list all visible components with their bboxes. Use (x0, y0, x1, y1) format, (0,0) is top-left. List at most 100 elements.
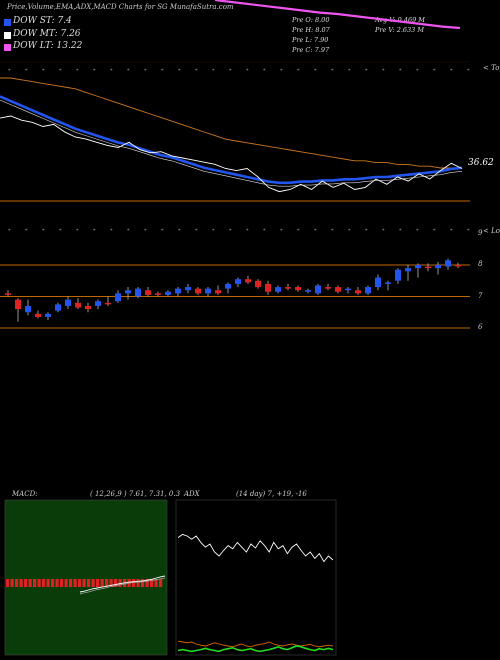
candle-body (425, 266, 431, 269)
candle-body (325, 287, 331, 289)
macd-histogram-bar (145, 579, 149, 587)
low-tick-mark: * (331, 228, 334, 234)
lows-tag: < Lows (483, 227, 500, 235)
macd-histogram-bar (55, 579, 59, 587)
candle-body (75, 302, 81, 308)
candle-body (95, 301, 101, 306)
top-tick-mark: * (93, 68, 96, 74)
low-tick-mark: * (348, 228, 351, 234)
low-tick-mark: * (161, 228, 164, 234)
top-tick-mark: * (450, 68, 453, 74)
quote-prev-open: Pre O: 8.00 (292, 16, 330, 24)
quote-prev-high: Pre H: 8.07 (292, 26, 330, 34)
ema-lt-line (214, 0, 461, 30)
macd-signal-line (79, 577, 166, 595)
macd-histogram-bar (114, 579, 118, 587)
low-tick-mark: * (59, 228, 62, 234)
candle-body (435, 265, 441, 269)
candle-body (315, 285, 321, 294)
candle-body (85, 305, 91, 310)
low-tick-mark: * (467, 228, 470, 234)
adx-params: (14 day) 7, +19, -16 (236, 490, 307, 498)
top-tick-mark: * (382, 68, 385, 74)
macd-histogram-bar (118, 579, 122, 587)
top-tick-mark: * (467, 68, 470, 74)
macd-histogram-bar (100, 579, 104, 587)
macd-histogram-bar (136, 579, 140, 587)
top-tick-mark: * (229, 68, 232, 74)
candle-body (15, 299, 21, 310)
macd-histogram-bar (28, 579, 32, 587)
candle-body (65, 299, 71, 306)
top-tick-mark: * (365, 68, 368, 74)
legend-swatch-st (4, 19, 11, 26)
candle-body (155, 293, 161, 295)
candle-body (285, 287, 291, 289)
macd-histogram-bar (96, 579, 100, 587)
top-tick-mark: * (331, 68, 334, 74)
top-tick-mark: * (42, 68, 45, 74)
candle-body (195, 288, 201, 294)
low-tick-mark: * (280, 228, 283, 234)
macd-histogram-bar (150, 579, 154, 587)
chart-header: Price,Volume,EMA,ADX,MACD Charts for SG … (7, 3, 234, 11)
quote-prev-volume: Pre V: 2.633 M (375, 26, 425, 34)
top-tick-mark: * (246, 68, 249, 74)
candle-body (335, 287, 341, 292)
low-tick-mark: * (178, 228, 181, 234)
candle-body (235, 279, 241, 284)
macd-histogram-bar (51, 579, 55, 587)
candle-body (5, 293, 11, 295)
macd-histogram-bar (15, 579, 19, 587)
macd-histogram-bar (69, 579, 73, 587)
macd-histogram-bar (60, 579, 64, 587)
macd-line (79, 575, 166, 593)
top-tick-mark: * (433, 68, 436, 74)
ema-brown-line (0, 77, 462, 169)
top-tick-mark: * (127, 68, 130, 74)
ema-mt-line (0, 99, 463, 187)
candle-body (265, 283, 271, 292)
tops-tag: < Tops (483, 64, 500, 72)
low-tick-mark: * (450, 228, 453, 234)
macd-histogram-bar (132, 579, 136, 587)
top-tick-mark: * (178, 68, 181, 74)
candle-body (55, 304, 61, 311)
macd-histogram-bar (87, 579, 91, 587)
candle-body (255, 280, 261, 288)
top-tick-mark: * (297, 68, 300, 74)
legend-dow-lt: DOW LT: 13.22 (13, 41, 83, 51)
low-tick-mark: * (110, 228, 113, 234)
top-tick-mark: * (76, 68, 79, 74)
low-tick-mark: * (93, 228, 96, 234)
candle-body (295, 287, 301, 291)
quote-prev-low: Pre L: 7.90 (292, 36, 329, 44)
macd-histogram-bar (42, 579, 46, 587)
low-tick-mark: * (144, 228, 147, 234)
candle-body (275, 287, 281, 292)
low-tick-mark: * (127, 228, 130, 234)
low-tick-mark: * (246, 228, 249, 234)
candle-body (375, 277, 381, 288)
candle-body (135, 288, 141, 297)
top-tick-mark: * (110, 68, 113, 74)
y-tick-7: 7 (478, 292, 483, 300)
legend-swatch-lt (4, 44, 11, 51)
macd-histogram-bar (91, 579, 95, 587)
candle-body (395, 269, 401, 281)
macd-histogram-bar (6, 579, 10, 587)
ema-st-line (0, 95, 463, 185)
macd-histogram-bar (24, 579, 28, 587)
low-tick-mark: * (399, 228, 402, 234)
adx-minus-line (177, 640, 334, 648)
low-tick-mark: * (263, 228, 266, 234)
candle-body (45, 313, 51, 317)
candle-body (225, 283, 231, 289)
adx-title: ADX (184, 490, 200, 498)
macd-histogram-bar (64, 579, 68, 587)
candle-body (145, 290, 151, 295)
candle-body (165, 291, 171, 295)
low-tick-mark: * (195, 228, 198, 234)
low-tick-mark: * (229, 228, 232, 234)
